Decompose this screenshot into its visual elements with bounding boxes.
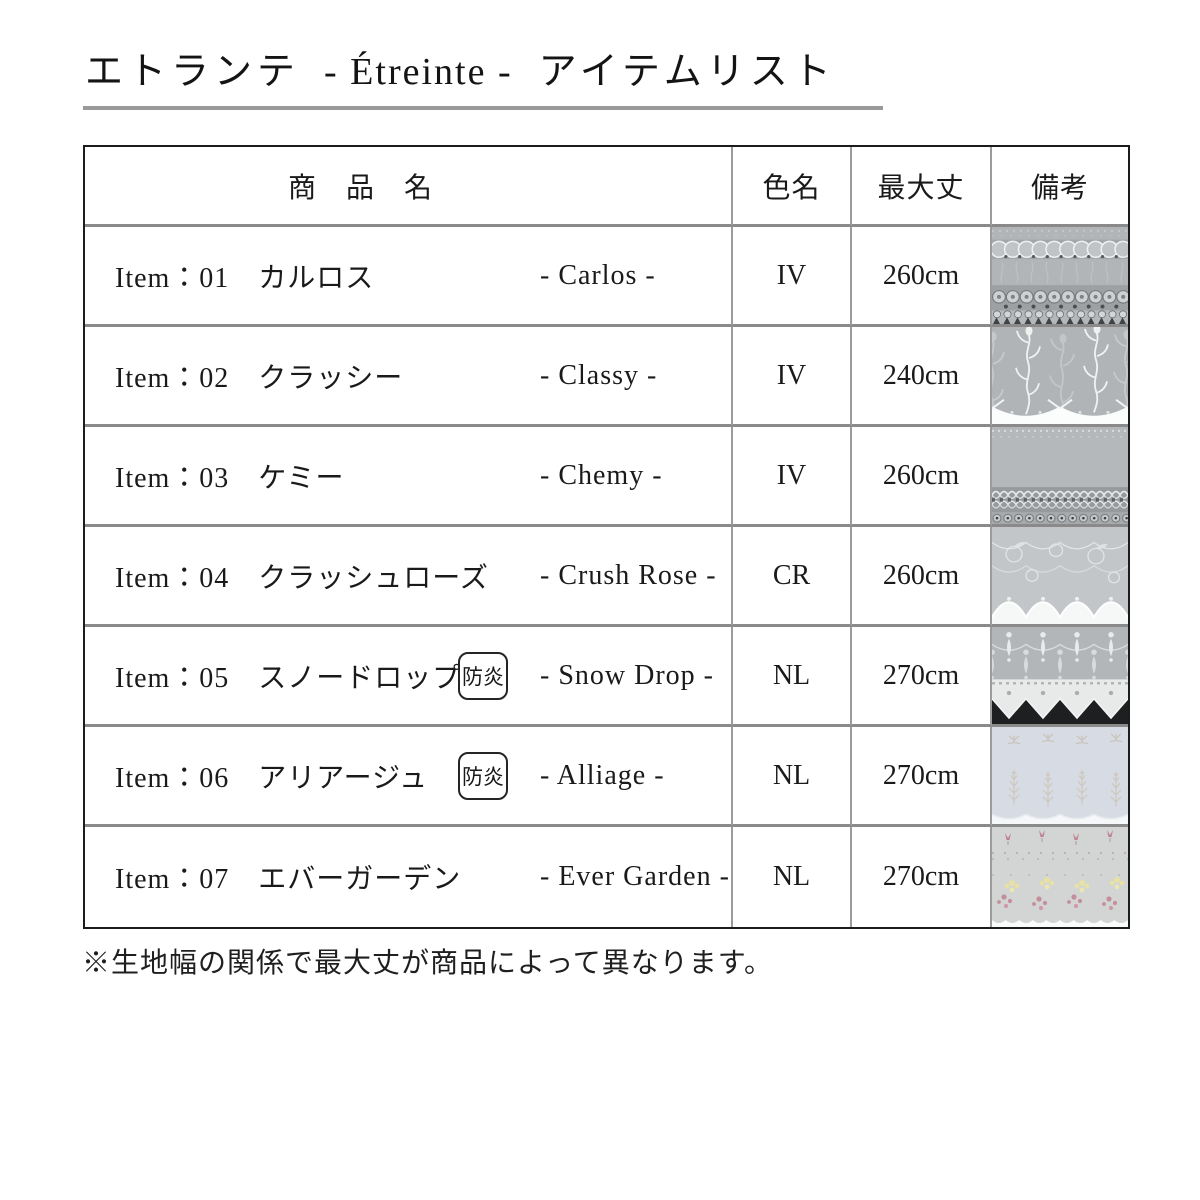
item-label: Item：06 アリアージュ xyxy=(115,762,429,794)
remarks-swatch-cell xyxy=(992,227,1128,327)
fabric-swatch-image xyxy=(992,527,1128,624)
item-name-en: - Carlos - xyxy=(540,259,656,291)
remarks-swatch-cell xyxy=(992,627,1128,727)
item-name-en: - Alliage - xyxy=(540,759,665,791)
max-length-cell: 260cm xyxy=(852,227,992,327)
max-length-cell: 260cm xyxy=(852,527,992,627)
item-label: Item：07 エバーガーデン xyxy=(115,864,462,895)
color-name-cell: NL xyxy=(733,827,852,927)
item-label: Item：04 クラッシュローズ xyxy=(115,562,489,594)
product-name-cell: Item：06 アリアージュ 防炎 - Alliage - xyxy=(85,727,733,827)
product-name-cell: Item：04 クラッシュローズ - Crush Rose - xyxy=(85,527,733,627)
item-table: 商 品 名 色名 最大丈 備考 Item：01 カルロス - Carlos - … xyxy=(83,145,1130,929)
product-name-cell: Item：05 スノードロップ 防炎 - Snow Drop - xyxy=(85,627,733,727)
fabric-swatch-image xyxy=(992,227,1128,324)
color-name-cell: NL xyxy=(733,627,852,727)
page-title: エトランテ - Étreinte - アイテムリスト xyxy=(85,40,836,95)
product-name-cell: Item：02 クラッシー - Classy - xyxy=(85,327,733,427)
color-name-cell: IV xyxy=(733,427,852,527)
header-max-length: 最大丈 xyxy=(852,147,992,227)
color-name-cell: NL xyxy=(733,727,852,827)
item-name-en: - Snow Drop - xyxy=(540,659,714,691)
color-name-cell: IV xyxy=(733,327,852,427)
header-remarks: 備考 xyxy=(992,147,1128,227)
product-name-cell: Item：01 カルロス - Carlos - xyxy=(85,227,733,327)
header-product-name: 商 品 名 xyxy=(85,147,733,227)
fabric-swatch-image xyxy=(992,727,1128,824)
max-length-cell: 270cm xyxy=(852,727,992,827)
fabric-swatch-image xyxy=(992,627,1128,724)
item-name-en: - Ever Garden - xyxy=(540,861,730,892)
fabric-swatch-image xyxy=(992,327,1128,424)
item-label: Item：05 スノードロップ xyxy=(115,662,462,694)
max-length-cell: 270cm xyxy=(852,627,992,727)
item-name-en: - Crush Rose - xyxy=(540,559,717,591)
remarks-swatch-cell xyxy=(992,727,1128,827)
product-name-cell: Item：03 ケミー - Chemy - xyxy=(85,427,733,527)
item-label: Item：03 ケミー xyxy=(115,462,345,494)
flame-retardant-badge: 防炎 xyxy=(458,751,508,800)
flame-retardant-badge: 防炎 xyxy=(458,651,508,700)
remarks-swatch-cell xyxy=(992,827,1128,927)
fabric-swatch-image xyxy=(992,427,1128,524)
title-underline xyxy=(83,106,883,110)
product-name-cell: Item：07 エバーガーデン - Ever Garden - xyxy=(85,827,733,927)
title-jp-right: アイテムリスト xyxy=(538,51,836,93)
color-name-cell: CR xyxy=(733,527,852,627)
max-length-cell: 240cm xyxy=(852,327,992,427)
item-name-en: - Chemy - xyxy=(540,459,663,491)
title-en: - Étreinte - xyxy=(324,51,513,93)
title-jp-left: エトランテ xyxy=(85,51,301,93)
footnote: ※生地幅の関係で最大丈が商品によって異なります。 xyxy=(82,948,773,979)
color-name-cell: IV xyxy=(733,227,852,327)
max-length-cell: 260cm xyxy=(852,427,992,527)
max-length-cell: 270cm xyxy=(852,827,992,927)
item-label: Item：01 カルロス xyxy=(115,262,375,294)
item-name-en: - Classy - xyxy=(540,359,658,391)
remarks-swatch-cell xyxy=(992,427,1128,527)
item-label: Item：02 クラッシー xyxy=(115,362,404,394)
remarks-swatch-cell xyxy=(992,527,1128,627)
header-color-name: 色名 xyxy=(733,147,852,227)
fabric-swatch-image xyxy=(992,827,1128,927)
remarks-swatch-cell xyxy=(992,327,1128,427)
